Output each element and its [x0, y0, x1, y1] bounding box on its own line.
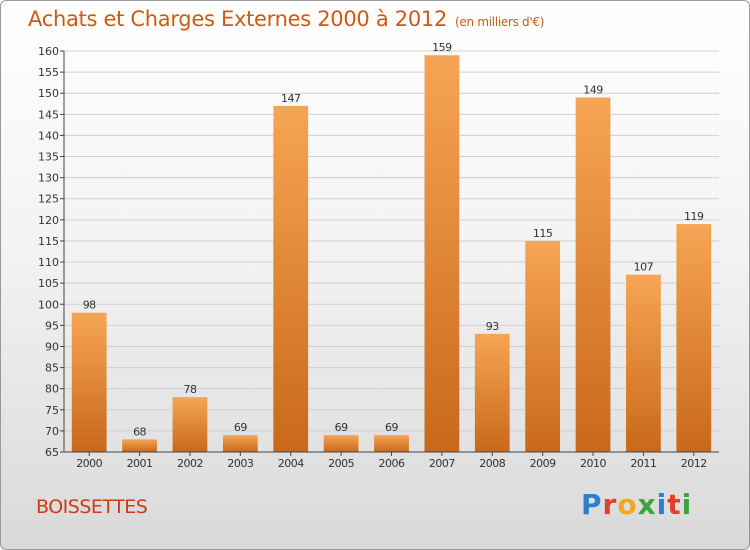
- bar-2011: [626, 274, 661, 452]
- bar-2006: [374, 435, 409, 452]
- y-axis-ticks: 65 70 75 80 85 90 95 100 105 110 115 120 125 130 135 14…: [38, 45, 65, 459]
- city-name: BOISSETTES: [36, 496, 148, 518]
- title-unit: (en milliers d'€): [455, 15, 545, 29]
- y-tick-label: 155: [38, 66, 59, 79]
- y-tick-label: 100: [38, 298, 59, 311]
- x-tick-label-2005: 2005: [328, 457, 354, 470]
- bars: [71, 55, 712, 452]
- y-tick-label: 85: [45, 362, 59, 375]
- bar-2009: [525, 240, 561, 452]
- value-label-2007: 159: [432, 41, 452, 54]
- y-tick-label: 90: [45, 340, 59, 353]
- value-label-2010: 149: [583, 83, 603, 96]
- bar-2007: [424, 55, 460, 452]
- value-label-2008: 93: [486, 320, 499, 333]
- y-tick-label: 120: [38, 214, 59, 227]
- y-tick-label: 130: [38, 172, 59, 185]
- x-tick-label-2000: 2000: [76, 457, 102, 470]
- value-label-2000: 98: [83, 299, 96, 312]
- y-tick-label: 75: [45, 404, 59, 417]
- x-tick-label-2010: 2010: [580, 457, 606, 470]
- value-label-2002: 78: [183, 383, 196, 396]
- value-labels: 98 68 78 69 147 69 69 159 93 115 149 107 119: [83, 41, 705, 438]
- bar-2004: [273, 105, 309, 452]
- y-tick-label: 105: [38, 277, 59, 290]
- value-label-2012: 119: [684, 210, 704, 223]
- value-label-2003: 69: [234, 421, 247, 434]
- bar-2012: [676, 224, 712, 452]
- value-label-2009: 115: [533, 227, 553, 240]
- bar-2003: [222, 435, 258, 452]
- y-tick-label: 80: [45, 383, 59, 396]
- x-tick-label-2011: 2011: [630, 457, 656, 470]
- y-tick-label: 160: [38, 45, 59, 58]
- grid-lines: [64, 50, 719, 453]
- x-tick-label-2008: 2008: [479, 457, 505, 470]
- value-label-2006: 69: [385, 421, 398, 434]
- y-tick-label: 150: [38, 87, 59, 100]
- x-tick-label-2001: 2001: [127, 457, 153, 470]
- bar-2001: [122, 439, 157, 452]
- x-tick-label-2012: 2012: [681, 457, 707, 470]
- y-tick-label: 145: [38, 108, 59, 121]
- bar-2008: [474, 333, 510, 452]
- y-tick-label: 95: [45, 319, 59, 332]
- value-label-2001: 68: [133, 425, 146, 438]
- bar-2000: [71, 312, 107, 452]
- x-tick-label-2006: 2006: [379, 457, 405, 470]
- x-tick-label-2002: 2002: [177, 457, 203, 470]
- title-text: Achats et Charges Externes 2000 à 2012: [28, 7, 448, 31]
- y-tick-label: 110: [38, 256, 59, 269]
- y-tick-label: 125: [38, 193, 59, 206]
- x-tick-label-2004: 2004: [278, 457, 304, 470]
- value-label-2005: 69: [335, 421, 348, 434]
- bar-2002: [172, 397, 208, 452]
- x-axis-ticks: 2000 2001 2002 2003 2004 2005 2006 2007 2008 2009…: [64, 451, 719, 470]
- y-tick-label: 65: [45, 446, 59, 459]
- x-tick-label-2009: 2009: [530, 457, 556, 470]
- value-label-2004: 147: [281, 92, 301, 105]
- y-tick-label: 135: [38, 151, 59, 164]
- value-label-2011: 107: [634, 261, 654, 274]
- y-tick-label: 140: [38, 129, 59, 142]
- proxiti-logo: Proxiti: [581, 488, 693, 521]
- x-tick-label-2003: 2003: [227, 457, 253, 470]
- y-tick-label: 115: [38, 235, 59, 248]
- bar-2010: [575, 97, 611, 452]
- x-tick-label-2007: 2007: [429, 457, 455, 470]
- chart-title: Achats et Charges Externes 2000 à 2012 (e…: [28, 7, 544, 31]
- bar-2005: [323, 435, 359, 452]
- y-tick-label: 70: [45, 425, 59, 438]
